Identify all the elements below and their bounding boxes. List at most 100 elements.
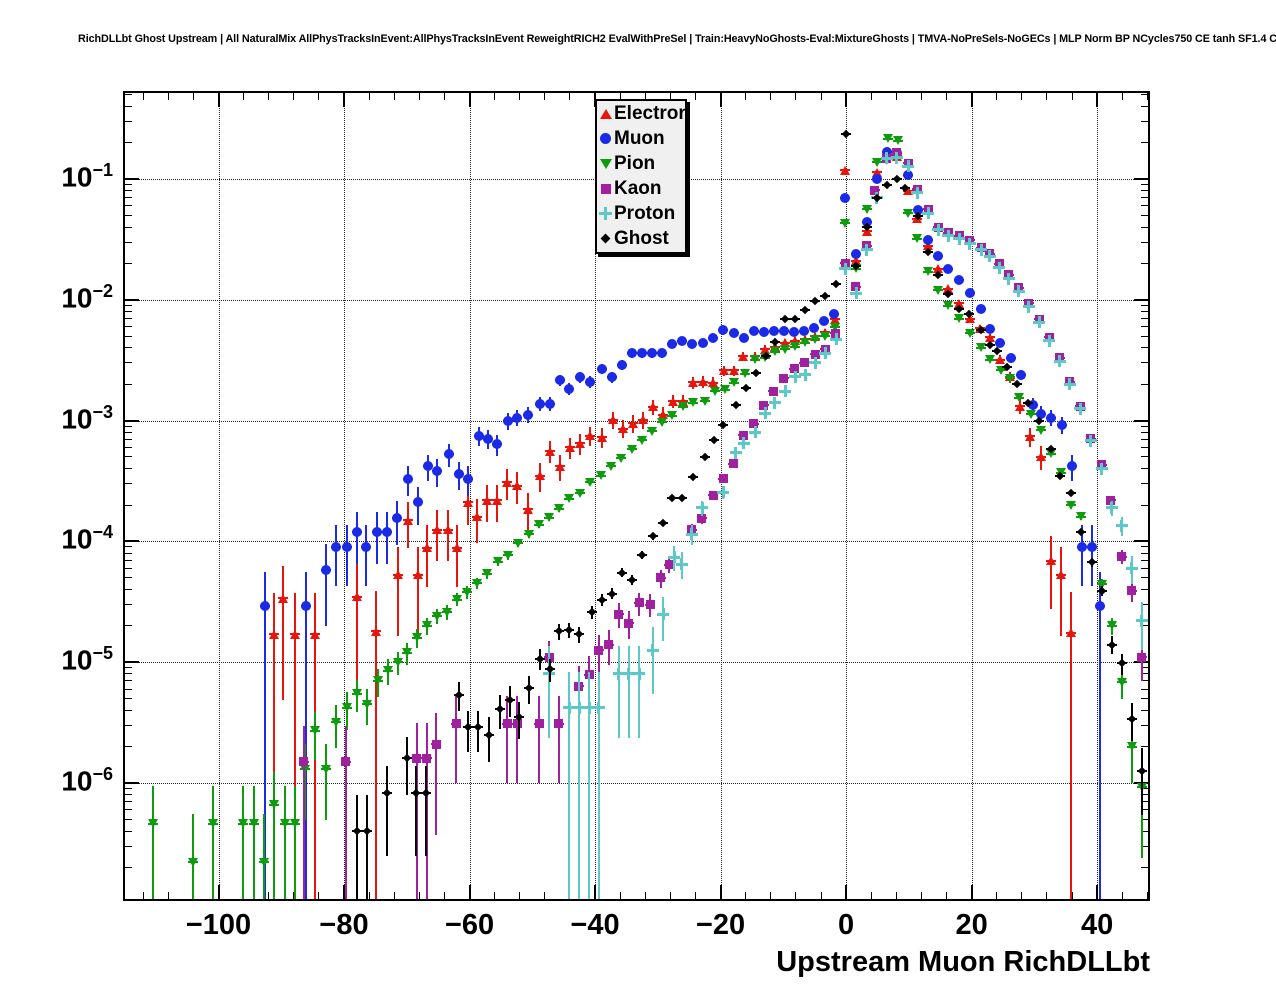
kaon-error-bar	[557, 696, 560, 784]
y-tick	[1141, 567, 1148, 569]
ghost-point	[1087, 558, 1097, 567]
pion-point	[964, 328, 975, 338]
plus-vbar	[604, 207, 607, 220]
diamond-marker	[600, 233, 611, 244]
pion-point	[1004, 373, 1015, 383]
pion-point	[564, 494, 575, 504]
x-tick	[1046, 892, 1048, 899]
muon-point	[698, 337, 709, 348]
proton-point	[759, 407, 772, 420]
muon-point	[330, 541, 341, 552]
electron-point	[413, 570, 424, 580]
electron-error-bar	[425, 525, 428, 588]
electron-point	[943, 284, 954, 294]
electron-point	[1046, 556, 1057, 566]
proton-point	[922, 207, 935, 220]
electron-error-bar	[1060, 547, 1063, 636]
pion-error-bar	[304, 743, 307, 821]
y-tick	[1141, 190, 1148, 192]
square-marker	[600, 183, 611, 194]
plus-vbar	[680, 558, 684, 571]
pion-point	[1025, 409, 1036, 419]
ghost-error-bar	[488, 717, 490, 762]
y-tick	[125, 552, 132, 554]
x-tick	[1046, 93, 1048, 100]
kaon-point	[718, 474, 728, 484]
x-tick-label: 20	[955, 909, 988, 941]
muon-point	[352, 526, 363, 537]
proton-error-bar	[578, 672, 581, 899]
x-tick	[293, 892, 295, 899]
kaon-point	[624, 618, 634, 628]
pion-point	[995, 365, 1006, 375]
y-tick	[125, 625, 132, 627]
plus-vbar	[587, 701, 591, 714]
y-tick	[125, 311, 132, 313]
muon-point	[738, 333, 749, 344]
muon-point	[585, 376, 596, 387]
proton-point	[563, 701, 576, 714]
plus-vbar	[895, 151, 899, 164]
pion-point	[719, 385, 730, 395]
ghost-point	[555, 627, 564, 636]
muon-point	[1067, 461, 1078, 472]
x-tick	[293, 93, 295, 100]
proton-error-bar	[627, 645, 630, 739]
electron-error-bar	[355, 564, 358, 695]
ghost-error-bar	[425, 765, 428, 857]
y-tick	[1141, 698, 1148, 700]
pion-point	[687, 398, 698, 408]
proton-error-bar	[597, 672, 600, 899]
pion-point	[627, 444, 638, 454]
electron-error-bar	[375, 590, 378, 899]
y-tick	[125, 446, 132, 448]
proton-point	[1012, 285, 1025, 298]
plus-vbar	[773, 396, 777, 409]
x-tick	[544, 93, 546, 100]
y-tick	[1141, 801, 1148, 803]
y-tick	[1141, 673, 1148, 675]
electron-point	[1066, 628, 1077, 638]
x-tick-label: −20	[695, 909, 746, 941]
pion-point	[750, 355, 761, 365]
muon-point	[534, 398, 545, 409]
x-gridline	[469, 93, 471, 899]
plus-vbar	[1089, 434, 1093, 447]
ghost-point	[1137, 767, 1146, 776]
legend-item: Pion	[597, 151, 685, 176]
ghost-point	[709, 435, 718, 445]
y-tick	[1134, 178, 1148, 180]
pion-point	[554, 504, 565, 514]
legend-item: Electron	[597, 101, 690, 126]
y-tick-label: 10−3	[61, 401, 113, 434]
y-tick	[1141, 504, 1148, 506]
electron-legend-marker-icon	[597, 108, 614, 119]
pion-point	[524, 529, 535, 539]
y-tick	[125, 197, 132, 199]
x-tick	[745, 892, 747, 899]
y-tick	[125, 431, 132, 433]
plus-vbar	[690, 528, 694, 541]
x-tick	[996, 93, 998, 100]
x-tick-label: 0	[838, 909, 855, 941]
y-tick	[1141, 724, 1148, 726]
x-tick	[895, 93, 897, 100]
electron-point	[443, 525, 454, 535]
muon-point	[871, 174, 882, 184]
plot-title: RichDLLbt Ghost Upstream | All NaturalMi…	[78, 33, 1276, 45]
y-tick	[1141, 794, 1148, 796]
plus-vbar	[793, 370, 797, 383]
pion-point	[861, 204, 872, 214]
x-tick	[368, 892, 370, 899]
muon-point	[502, 415, 513, 426]
ghost-point	[597, 595, 607, 604]
y-tick	[1141, 304, 1148, 306]
proton-error-bar	[548, 645, 551, 739]
ghost-error-bar	[477, 710, 480, 752]
plus-vbar	[1130, 562, 1134, 575]
x-tick	[243, 93, 245, 100]
muon-point	[809, 323, 820, 334]
muon-point	[758, 327, 769, 338]
pion-point	[362, 699, 373, 709]
x-gridline	[971, 93, 973, 899]
